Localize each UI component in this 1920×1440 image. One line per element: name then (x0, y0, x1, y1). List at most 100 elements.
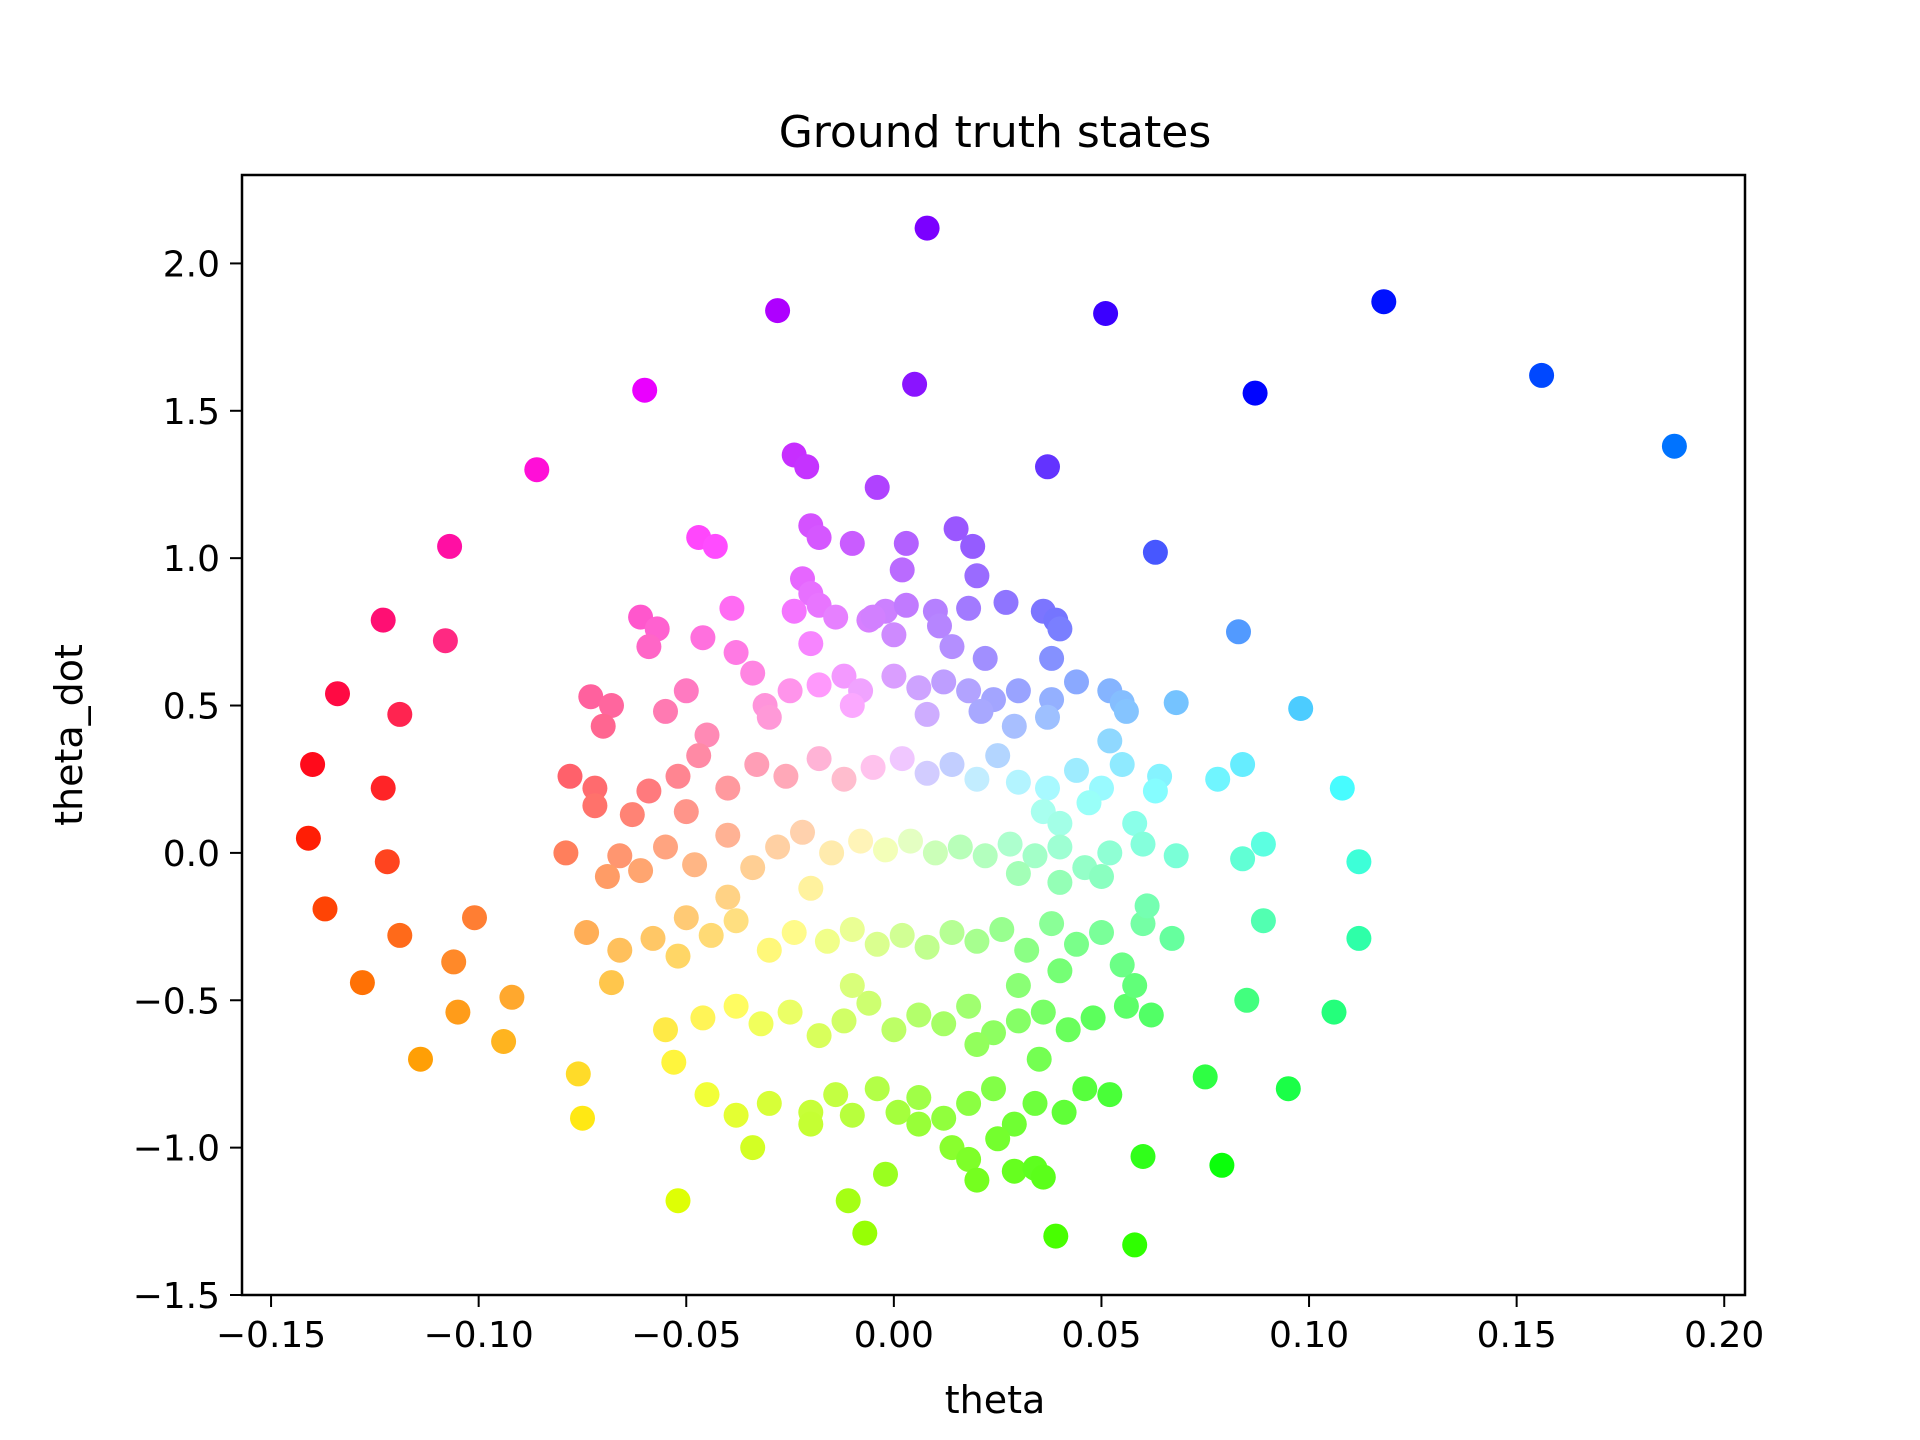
scatter-point (653, 698, 678, 724)
scatter-point (914, 701, 940, 727)
scatter-point (964, 1167, 990, 1193)
scatter-point (839, 1102, 865, 1128)
scatter-point (582, 775, 608, 801)
y-tick-label: 1.5 (163, 392, 220, 433)
scatter-point (819, 840, 845, 866)
scatter-point (565, 1061, 591, 1087)
scatter-point (694, 722, 720, 748)
scatter-point (1163, 843, 1189, 869)
scatter-point (1122, 973, 1148, 998)
scatter-point (582, 793, 608, 819)
scatter-point (1109, 952, 1135, 978)
y-tick-label: 0.0 (163, 834, 220, 875)
scatter-point (997, 831, 1023, 857)
scatter-point (661, 1049, 687, 1075)
scatter-point (325, 681, 350, 707)
scatter-point (794, 454, 820, 480)
scatter-point (312, 896, 338, 922)
scatter-point (1122, 1232, 1148, 1258)
scatter-point (993, 589, 1019, 615)
scatter-point (628, 858, 654, 884)
scatter-point (1014, 937, 1040, 963)
scatter-point (956, 1146, 982, 1172)
scatter-point (931, 1011, 957, 1037)
scatter-point (578, 684, 604, 710)
scatter-point (349, 970, 375, 996)
scatter-point (1130, 1144, 1156, 1169)
scatter-point (756, 704, 782, 730)
scatter-point (740, 855, 766, 881)
scatter-point (723, 640, 749, 665)
scatter-point (864, 931, 890, 957)
scatter-point (798, 875, 824, 901)
scatter-point (1047, 810, 1073, 836)
scatter-point (914, 934, 940, 960)
x-axis-ticks: −0.15 −0.10 −0.05 0.00 0.05 0.10 0.15 0.20 (216, 1295, 1764, 1356)
scatter-point (694, 1082, 720, 1108)
scatter-point (964, 1032, 990, 1057)
scatter-point (856, 990, 882, 1016)
scatter-point (960, 533, 986, 559)
scatter-point (1022, 1090, 1048, 1116)
scatter-point (1080, 1005, 1106, 1031)
scatter-point (1039, 645, 1065, 671)
scatter-point (370, 775, 396, 801)
scatter-point (956, 678, 982, 704)
scatter-point (956, 1090, 982, 1116)
scatter-point (1089, 920, 1114, 945)
scatter-point (852, 1220, 878, 1246)
scatter-point (1130, 831, 1156, 857)
scatter-point (1035, 775, 1060, 801)
x-tick-label: −0.10 (423, 1315, 533, 1356)
scatter-point (1142, 539, 1168, 565)
scatter-point (1047, 958, 1073, 984)
scatter-point (1230, 752, 1256, 777)
scatter-point (570, 1105, 595, 1131)
scatter-point (939, 920, 965, 945)
x-tick-label: 0.05 (1061, 1315, 1141, 1356)
scatter-point (295, 825, 321, 851)
scatter-point (1026, 1046, 1052, 1072)
scatter-point (839, 917, 865, 942)
scatter-point (906, 675, 932, 701)
scatter-point (1097, 840, 1123, 866)
scatter-point (1047, 834, 1073, 860)
x-tick-label: −0.15 (216, 1315, 326, 1356)
y-tick-label: −1.0 (133, 1129, 220, 1170)
scatter-point (690, 625, 716, 651)
scatter-point (599, 970, 624, 996)
scatter-point (673, 799, 699, 825)
scatter-point (462, 905, 487, 931)
scatter-point (673, 678, 699, 704)
scatter-point (719, 595, 745, 621)
scatter-point (1089, 864, 1114, 889)
scatter-point (370, 607, 396, 633)
scatter-point (898, 828, 923, 854)
scatter-point (553, 840, 579, 866)
scatter-point (574, 920, 600, 945)
scatter-point (1055, 1017, 1081, 1043)
scatter-point (765, 834, 791, 860)
scatter-point (1005, 1008, 1031, 1034)
scatter-point (1039, 911, 1065, 937)
scatter-point (1242, 380, 1268, 406)
x-tick-label: 0.15 (1477, 1315, 1557, 1356)
scatter-point (599, 693, 624, 718)
scatter-point (619, 802, 645, 828)
scatter-point (715, 822, 741, 848)
scatter-point (1371, 289, 1397, 315)
scatter-point (806, 672, 832, 698)
scatter-point (864, 1076, 890, 1102)
scatter-point (594, 864, 620, 889)
scatter-point (1022, 843, 1048, 869)
scatter-point (744, 752, 770, 777)
scatter-point (1064, 757, 1089, 783)
scatter-point (557, 763, 583, 789)
scatter-point (939, 634, 965, 660)
scatter-point (906, 1111, 932, 1137)
scatter-point (673, 905, 699, 931)
scatter-point (1064, 931, 1089, 957)
scatter-point (914, 215, 940, 241)
scatter-point (790, 819, 815, 845)
scatter-point (499, 984, 525, 1010)
